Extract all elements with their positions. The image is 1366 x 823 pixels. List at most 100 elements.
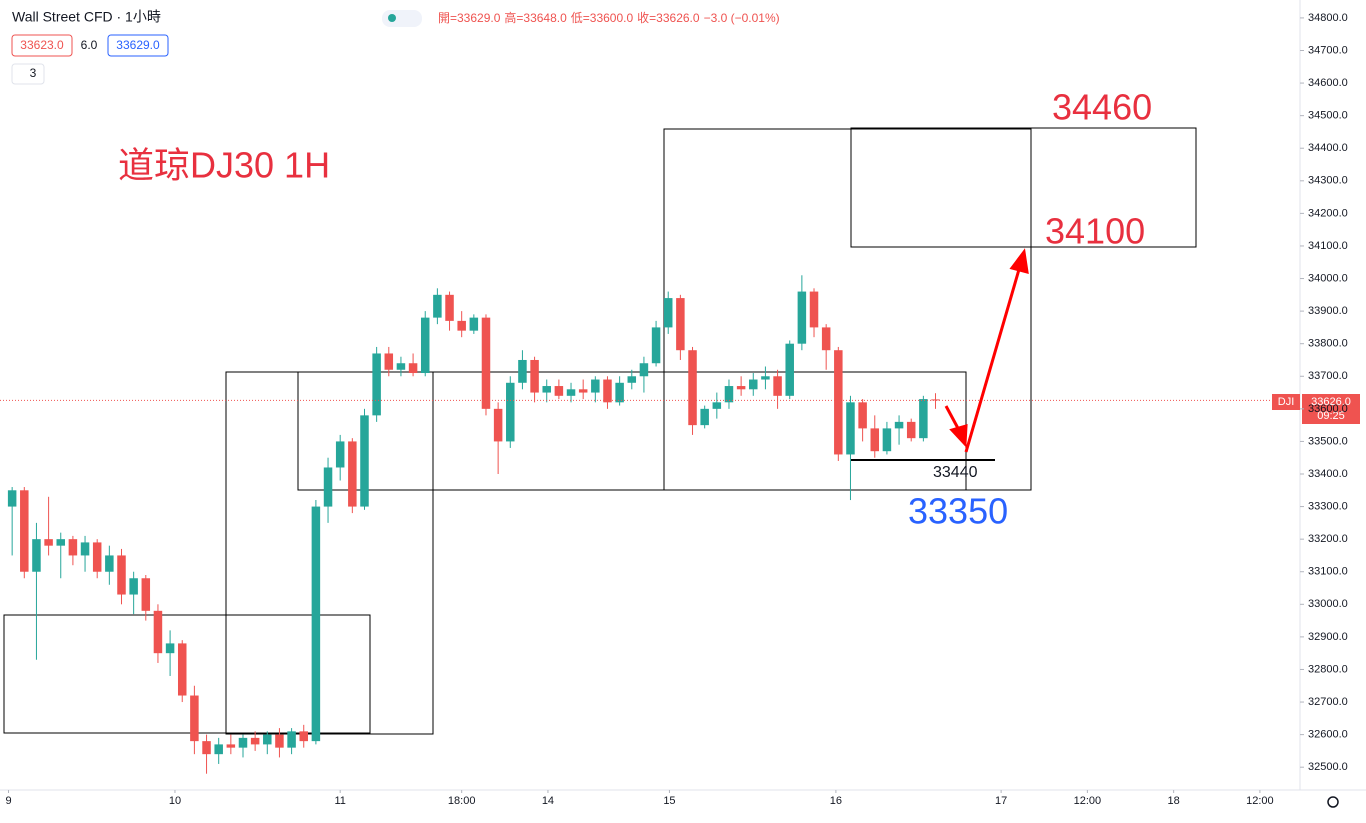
candle-body bbox=[311, 506, 321, 742]
candle-body bbox=[335, 441, 345, 468]
candle-body bbox=[931, 399, 940, 401]
candle-body bbox=[68, 539, 78, 556]
candle-body bbox=[591, 379, 600, 393]
x-tick-label: 12:00 bbox=[1074, 795, 1102, 807]
ohlc-legend: 開=33629.0 高=33648.0 低=33600.0 收=33626.0 −3.0… bbox=[438, 10, 780, 25]
candle-body bbox=[360, 415, 369, 507]
candle-body bbox=[32, 539, 41, 572]
candle-body bbox=[724, 386, 734, 403]
indicator-count[interactable]: 3 bbox=[30, 66, 37, 80]
candle-body bbox=[736, 386, 746, 390]
candle-body bbox=[530, 359, 539, 393]
symbol-badge bbox=[1272, 394, 1300, 410]
candle-body bbox=[287, 731, 296, 748]
candle-body bbox=[518, 359, 527, 383]
candle-body bbox=[542, 386, 551, 393]
candle-body bbox=[785, 343, 794, 396]
bid[interactable]: 33623.0 bbox=[20, 38, 64, 52]
y-tick-label: 32700.0 bbox=[1308, 696, 1348, 708]
indicator-toggle[interactable] bbox=[11, 63, 45, 85]
candle-body bbox=[809, 291, 819, 328]
bid-box[interactable] bbox=[11, 34, 73, 57]
candle-body bbox=[457, 320, 466, 331]
y-tick-label: 34400.0 bbox=[1308, 142, 1348, 154]
y-tick-label: 34700.0 bbox=[1308, 44, 1348, 56]
box bbox=[850, 127, 1197, 248]
candle-body bbox=[578, 389, 588, 393]
y-tick-label: 32800.0 bbox=[1308, 663, 1348, 675]
y-tick-label: 33100.0 bbox=[1308, 566, 1348, 578]
candle-body bbox=[396, 363, 406, 370]
candle-body bbox=[821, 327, 831, 351]
candle-body bbox=[190, 695, 199, 742]
candle-body bbox=[493, 408, 503, 442]
price-badge bbox=[1302, 394, 1360, 424]
candle-body bbox=[554, 386, 564, 396]
symbol: Wall Street CFD · 1小時 bbox=[12, 9, 161, 25]
ohlc-item: 高=33648.0 bbox=[504, 10, 567, 25]
arrow bbox=[964, 265, 1022, 453]
toolbar: Wall Street CFD · 1小時 33623.0 6.0 33629.… bbox=[11, 9, 780, 85]
y-tick-label: 33800.0 bbox=[1308, 338, 1348, 350]
x-tick-label: 12:00 bbox=[1246, 795, 1274, 807]
candle-body bbox=[105, 555, 114, 572]
candle-body bbox=[846, 402, 855, 455]
candle-body bbox=[858, 402, 867, 429]
candle-body bbox=[250, 737, 260, 745]
x-tick-label: 9 bbox=[5, 795, 11, 807]
candle-body bbox=[323, 467, 333, 507]
settings-icon[interactable] bbox=[1327, 796, 1339, 808]
annotation: 34100 bbox=[1045, 211, 1145, 252]
candle-body bbox=[80, 542, 90, 556]
candle-body bbox=[420, 317, 430, 374]
y-tick-label: 34600.0 bbox=[1308, 77, 1348, 89]
y-tick-label: 33900.0 bbox=[1308, 305, 1348, 317]
candle-body bbox=[688, 350, 697, 426]
y-tick-label: 32600.0 bbox=[1308, 729, 1348, 741]
annotation: 33440 bbox=[933, 464, 978, 481]
candle-body bbox=[214, 744, 223, 755]
annotation: 34460 bbox=[1052, 87, 1152, 128]
ask-box[interactable] bbox=[107, 34, 169, 57]
x-tick-label: 16 bbox=[830, 795, 842, 807]
candle-body bbox=[615, 382, 624, 403]
candle-body bbox=[834, 350, 843, 455]
candle-body bbox=[506, 382, 515, 442]
candle-body bbox=[676, 298, 685, 351]
candle-body bbox=[275, 734, 284, 748]
candle-body bbox=[870, 428, 880, 452]
status-pill[interactable] bbox=[382, 10, 422, 27]
y-tick-label: 34000.0 bbox=[1308, 272, 1348, 284]
candle-body bbox=[177, 643, 187, 696]
candle-body bbox=[627, 376, 637, 383]
candle-body bbox=[44, 539, 53, 546]
candle-body bbox=[761, 376, 770, 380]
candle-body bbox=[566, 389, 576, 396]
y-tick-label: 33700.0 bbox=[1308, 370, 1348, 382]
arrows bbox=[944, 248, 1029, 453]
ohlc-item: 低=33600.0 bbox=[571, 11, 634, 25]
candle-body bbox=[384, 353, 394, 370]
y-tick-label: 34800.0 bbox=[1308, 12, 1348, 24]
candle-body bbox=[663, 298, 673, 328]
candle-body bbox=[348, 441, 357, 507]
price-badge-text: 33626.0 bbox=[1311, 396, 1351, 408]
symbol-badge-text: DJI bbox=[1278, 396, 1295, 408]
countdown: 09:25 bbox=[1317, 410, 1345, 422]
candle-body bbox=[7, 490, 17, 507]
y-tick-label: 34200.0 bbox=[1308, 207, 1348, 219]
y-tick-label: 33600.0 bbox=[1308, 403, 1348, 415]
candle-body bbox=[894, 421, 904, 429]
candle-body bbox=[469, 317, 479, 331]
candle-body bbox=[20, 490, 29, 572]
y-tick-label: 32500.0 bbox=[1308, 761, 1348, 773]
y-tick-label: 34500.0 bbox=[1308, 110, 1348, 122]
y-tick-label: 34300.0 bbox=[1308, 175, 1348, 187]
annotation: 33350 bbox=[908, 491, 1008, 532]
candle-body bbox=[129, 578, 138, 595]
ask[interactable]: 33629.0 bbox=[116, 38, 160, 52]
candle-body bbox=[226, 744, 236, 748]
ohlc-item: 開=33629.0 bbox=[438, 11, 501, 25]
candle-body bbox=[797, 291, 807, 344]
